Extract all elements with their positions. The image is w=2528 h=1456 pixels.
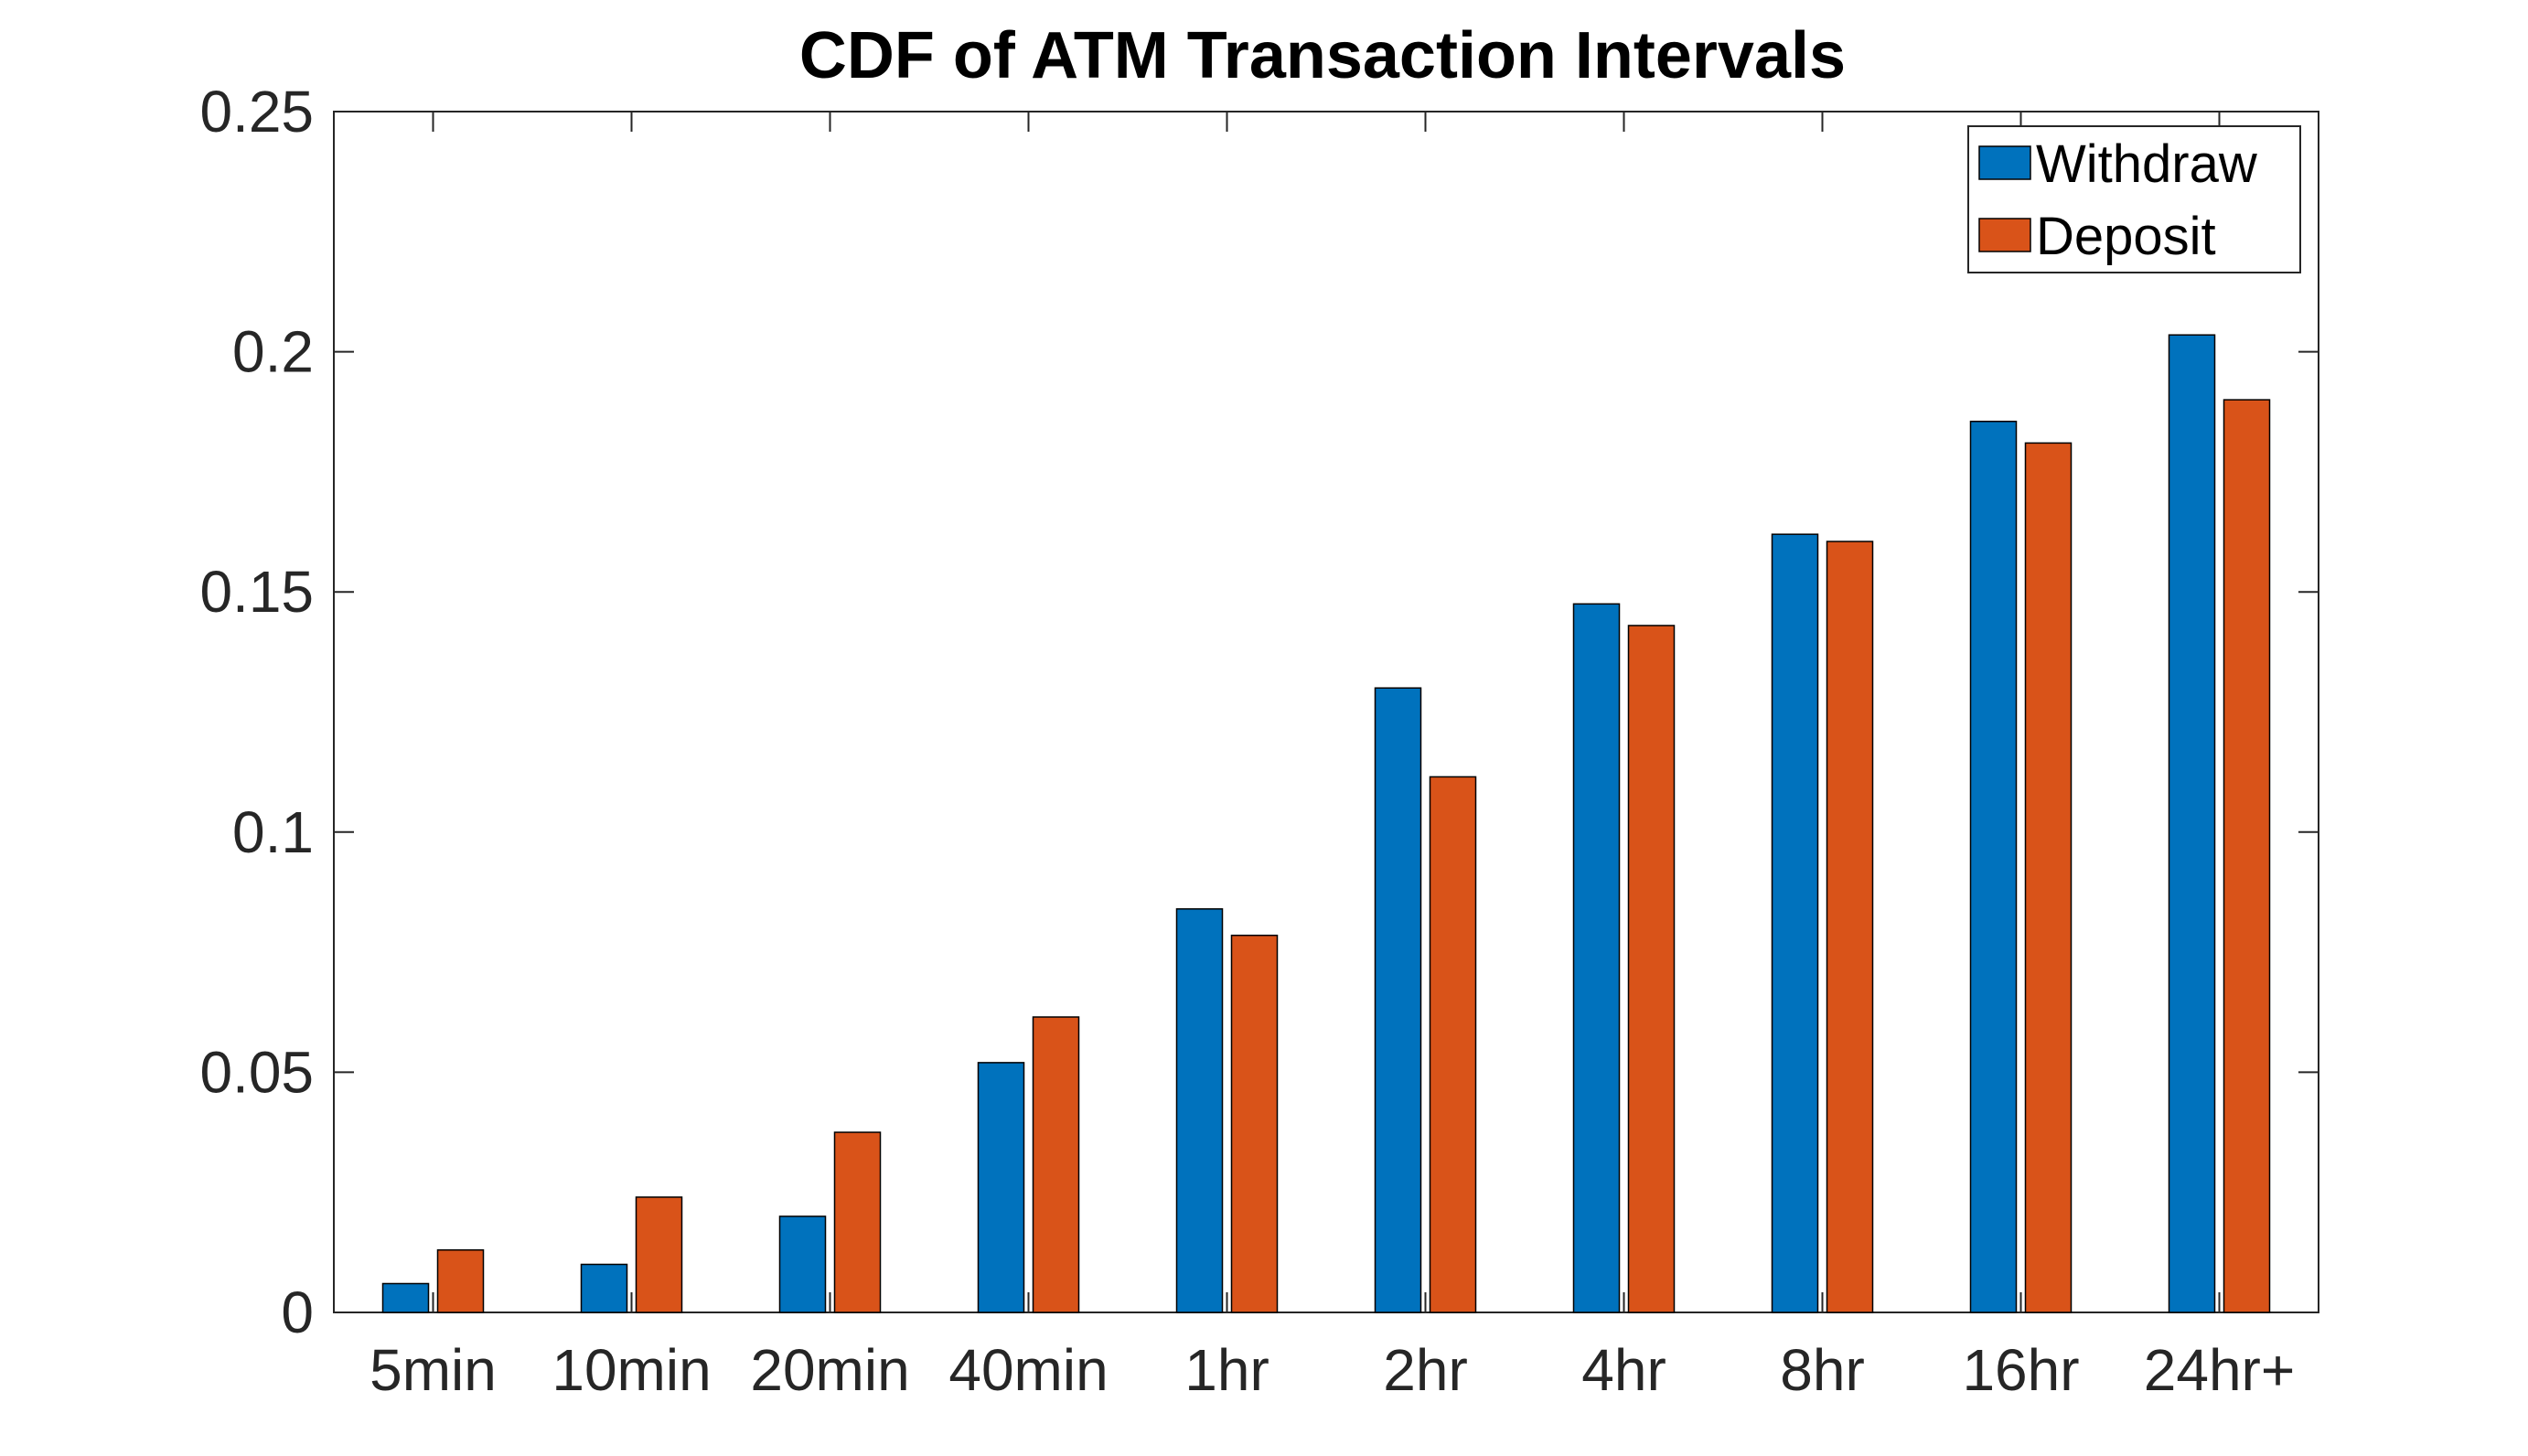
chart-title: CDF of ATM Transaction Intervals [799, 19, 1846, 92]
bar-deposit-24hr+ [2223, 399, 2271, 1313]
legend-label-withdraw: Withdraw [2036, 134, 2258, 194]
bar-withdraw-10min [580, 1263, 628, 1313]
bar-deposit-5min [436, 1248, 485, 1313]
bar-deposit-8hr [1826, 541, 1874, 1313]
x-tick-label-2hr: 2hr [1383, 1337, 1468, 1403]
bar-withdraw-8hr [1771, 533, 1819, 1313]
legend: Withdraw Deposit [1967, 125, 2301, 273]
bar-deposit-4hr [1627, 625, 1676, 1313]
y-tick-label-5: 0.25 [199, 79, 314, 145]
legend-swatch-deposit [1978, 218, 2031, 252]
legend-swatch-withdraw [1978, 145, 2031, 180]
bar-deposit-10min [635, 1196, 683, 1313]
x-tick-label-1hr: 1hr [1184, 1337, 1269, 1403]
bar-withdraw-5min [381, 1282, 430, 1313]
bar-deposit-2hr [1429, 776, 1477, 1313]
bar-deposit-1hr [1230, 934, 1279, 1313]
x-tick-label-24hr+: 24hr+ [2144, 1337, 2295, 1403]
bar-withdraw-24hr+ [2168, 334, 2216, 1313]
bar-withdraw-2hr [1374, 687, 1422, 1313]
axes [333, 111, 2319, 1313]
bar-withdraw-20min [778, 1215, 827, 1313]
x-tick-label-40min: 40min [948, 1337, 1108, 1403]
plot-area-frame [333, 111, 2319, 1313]
y-tick-label-3: 0.15 [199, 559, 314, 625]
x-tick-label-5min: 5min [370, 1337, 497, 1403]
x-tick-label-16hr: 16hr [1962, 1337, 2079, 1403]
legend-label-deposit: Deposit [2036, 207, 2216, 266]
y-tick-label-1: 0.05 [199, 1039, 314, 1105]
y-tick-label-2: 0.1 [232, 799, 314, 865]
y-tick-label-0: 0 [281, 1279, 314, 1345]
bar-withdraw-16hr [1969, 421, 2018, 1313]
tick-marks [334, 111, 2319, 1313]
y-tick-label-4: 0.2 [232, 319, 314, 385]
bar-deposit-16hr [2024, 442, 2073, 1313]
y-tick-labels: 0 0.05 0.1 0.15 0.2 0.25 [199, 79, 314, 1345]
x-tick-label-8hr: 8hr [1780, 1337, 1865, 1403]
x-tick-label-4hr: 4hr [1581, 1337, 1666, 1403]
bar-deposit-20min [833, 1131, 882, 1313]
bar-withdraw-40min [977, 1062, 1025, 1313]
x-tick-label-10min: 10min [552, 1337, 711, 1403]
bar-withdraw-1hr [1175, 908, 1224, 1313]
bar-deposit-40min [1032, 1016, 1080, 1313]
x-tick-label-20min: 20min [750, 1337, 909, 1403]
bar-withdraw-4hr [1572, 603, 1621, 1313]
x-tick-labels: 5min 10min 20min 40min 1hr 2hr 4hr 8hr 16hr 24hr+ [370, 1337, 2295, 1403]
bars [381, 334, 2271, 1313]
